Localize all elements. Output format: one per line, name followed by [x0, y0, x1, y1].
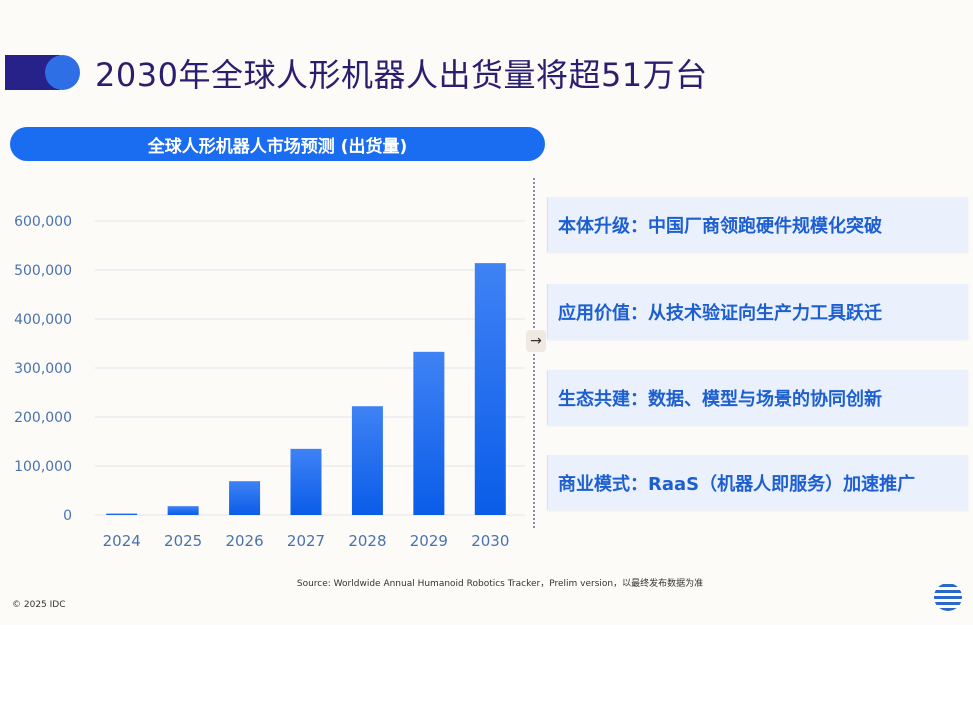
y-tick-label: 100,000 — [14, 459, 72, 475]
highlight-card: 本体升级：中国厂商领跑硬件规模化突破 — [547, 197, 968, 252]
bar — [106, 513, 138, 515]
bar — [290, 448, 322, 515]
y-tick-label: 200,000 — [14, 410, 72, 426]
copyright: © 2025 IDC — [12, 600, 66, 610]
arrow-right-icon[interactable]: → — [526, 330, 546, 352]
x-tick-label: 2029 — [410, 532, 448, 550]
bar — [413, 351, 445, 515]
y-tick-label: 600,000 — [14, 214, 72, 230]
y-tick-label: 400,000 — [14, 312, 72, 328]
divider — [533, 178, 535, 528]
bar — [167, 506, 199, 515]
x-tick-label: 2030 — [471, 532, 509, 550]
page-title: 2030年全球人形机器人出货量将超51万台 — [95, 56, 708, 94]
bar — [351, 406, 383, 515]
idc-logo-icon — [934, 584, 962, 611]
slide: 2030年全球人形机器人出货量将超51万台 全球人形机器人市场预测 (出货量) … — [5, 55, 968, 611]
highlight-card: 应用价值：从技术验证向生产力工具跃迁 — [547, 284, 968, 339]
header-accent-dot — [45, 55, 80, 90]
y-tick-label: 300,000 — [14, 361, 72, 377]
bar — [474, 263, 506, 515]
bar — [229, 481, 261, 515]
highlight-card: 商业模式：RaaS（机器人即服务）加速推广 — [547, 455, 968, 510]
y-tick-label: 500,000 — [14, 263, 72, 279]
chart-title: 全球人形机器人市场预测 (出货量) — [10, 127, 545, 161]
x-tick-label: 2028 — [348, 532, 386, 550]
x-tick-label: 2027 — [287, 532, 325, 550]
x-tick-label: 2026 — [225, 532, 263, 550]
y-tick-label: 0 — [63, 508, 72, 524]
highlight-card: 生态共建：数据、模型与场景的协同创新 — [547, 370, 968, 425]
x-tick-label: 2024 — [103, 532, 141, 550]
source-note: Source: Worldwide Annual Humanoid Roboti… — [296, 579, 704, 589]
bar-chart: 0 100,000 200,000 300,000 400,000 500,000 600,… — [14, 214, 525, 550]
x-tick-label: 2025 — [164, 532, 202, 550]
